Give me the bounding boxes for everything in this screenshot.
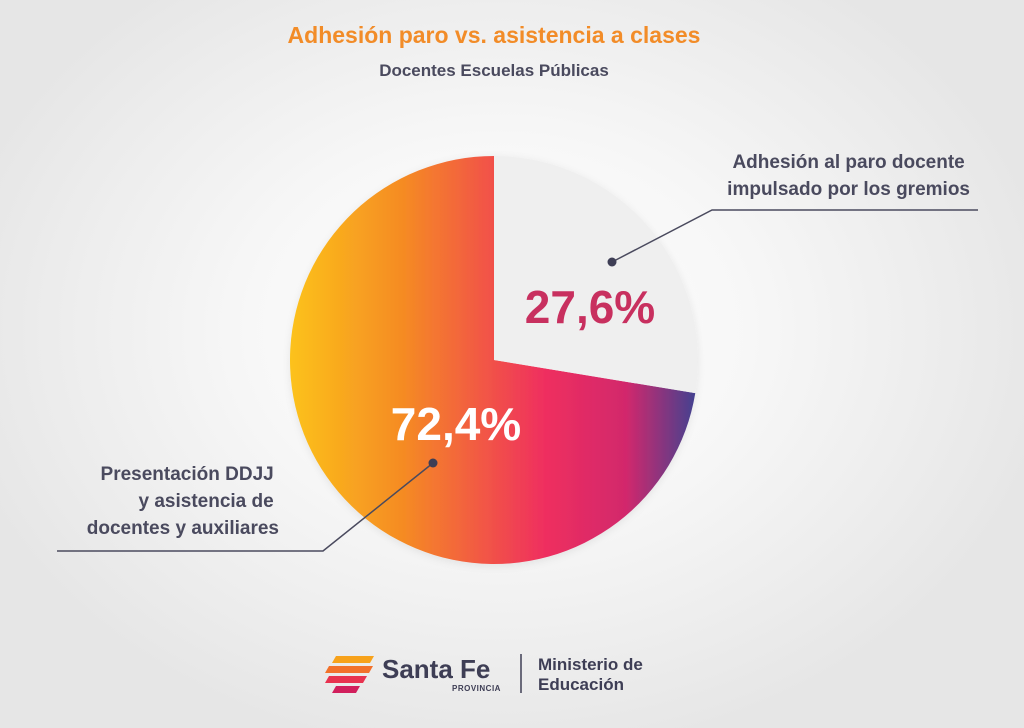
- pie-slice-presentacion: [289, 156, 696, 565]
- santa-fe-flag-icon: [325, 656, 374, 693]
- brand-name: Santa Fe: [382, 654, 490, 684]
- leader-line-adhesion: [611, 209, 978, 263]
- pie-slice-adhesion: [494, 156, 698, 394]
- category-label-adhesion-line1: Adhesión al paro docente: [732, 152, 964, 173]
- ministry-line2: Educación: [538, 675, 624, 694]
- category-label-presentacion: Presentación DDJJ y asistencia de docent…: [87, 464, 279, 539]
- category-label-presentacion-line1: Presentación DDJJ: [101, 464, 274, 485]
- value-label-adhesion: 27,6%: [525, 281, 655, 333]
- category-label-adhesion: Adhesión al paro docente impulsado por l…: [727, 152, 970, 200]
- category-label-presentacion-line2: y asistencia de: [139, 491, 274, 512]
- chart-subtitle: Docentes Escuelas Públicas: [379, 61, 609, 80]
- chart-title: Adhesión paro vs. asistencia a clases: [288, 22, 701, 48]
- leader-line-presentacion: [57, 462, 434, 552]
- category-label-presentacion-line3: docentes y auxiliares: [87, 518, 279, 539]
- category-label-adhesion-line2: impulsado por los gremios: [727, 179, 970, 200]
- brand-sub: PROVINCIA: [452, 684, 501, 693]
- leader-dot-presentacion: [428, 458, 438, 468]
- value-label-presentacion: 72,4%: [391, 398, 521, 450]
- leader-dot-adhesion: [607, 257, 617, 267]
- ministry-line1: Ministerio de: [538, 655, 643, 674]
